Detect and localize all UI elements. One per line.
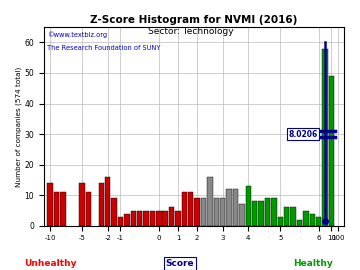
Bar [182, 192, 187, 226]
Bar [143, 211, 149, 226]
Text: Score: Score [166, 259, 194, 268]
Bar [201, 198, 206, 226]
Bar [60, 192, 66, 226]
Bar [329, 76, 334, 226]
Bar [290, 207, 296, 226]
Bar [213, 198, 219, 226]
Text: The Research Foundation of SUNY: The Research Foundation of SUNY [47, 45, 160, 51]
Bar [111, 198, 117, 226]
Bar [252, 201, 257, 226]
Bar [48, 183, 53, 226]
Bar [297, 220, 302, 226]
Bar [246, 186, 251, 226]
Bar [220, 198, 225, 226]
Bar [175, 211, 181, 226]
Text: Sector: Technology: Sector: Technology [148, 27, 234, 36]
Bar [284, 207, 289, 226]
Bar [316, 217, 321, 226]
Bar [188, 192, 193, 226]
Bar [150, 211, 155, 226]
Bar [310, 214, 315, 226]
Bar [99, 183, 104, 226]
Bar [86, 192, 91, 226]
Text: 8.0206: 8.0206 [288, 130, 317, 139]
Bar [258, 201, 264, 226]
Text: Unhealthy: Unhealthy [24, 259, 77, 268]
Bar [233, 189, 238, 226]
Bar [80, 183, 85, 226]
Bar [131, 211, 136, 226]
Text: Healthy: Healthy [293, 259, 333, 268]
Bar [265, 198, 270, 226]
Bar [169, 207, 174, 226]
Y-axis label: Number of companies (574 total): Number of companies (574 total) [15, 66, 22, 187]
Bar [278, 217, 283, 226]
Bar [207, 177, 213, 226]
Bar [54, 192, 59, 226]
Bar [162, 211, 168, 226]
Bar [226, 189, 232, 226]
Bar [271, 198, 276, 226]
Bar [194, 198, 200, 226]
Bar [239, 204, 245, 226]
Bar [124, 214, 130, 226]
Bar [118, 217, 123, 226]
Bar [322, 49, 328, 226]
Bar [137, 211, 142, 226]
Bar [303, 211, 309, 226]
Title: Z-Score Histogram for NVMI (2016): Z-Score Histogram for NVMI (2016) [90, 15, 298, 25]
Bar [105, 177, 111, 226]
Text: ©www.textbiz.org: ©www.textbiz.org [47, 31, 107, 38]
Bar [156, 211, 162, 226]
